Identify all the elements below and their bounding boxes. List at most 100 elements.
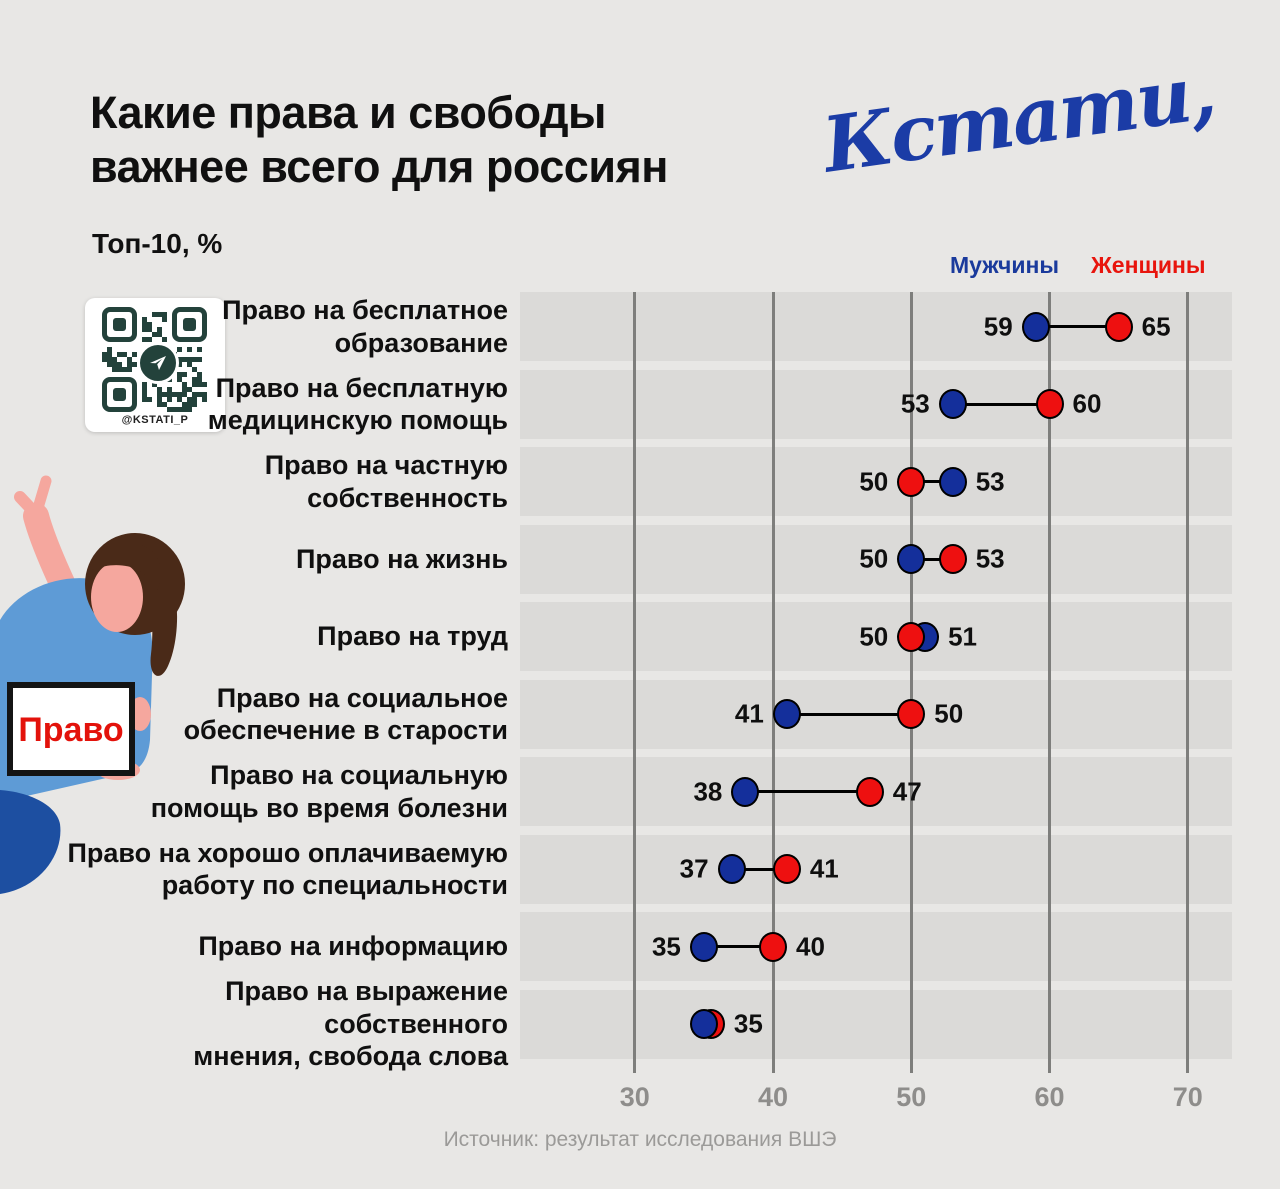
value-label: 35 [733,1008,763,1039]
qr-cell [157,312,162,317]
qr-cell [157,332,162,337]
value-label: 51 [948,621,977,651]
men-dot [938,466,967,497]
qr-cell [192,367,197,372]
qr-cell [167,397,172,402]
value-label: 53 [975,543,1005,574]
category-label: Право на хорошо оплачиваемую работу по с… [67,837,508,900]
qr-cell [187,357,192,362]
page-title: Какие права и свободы важнее всего для р… [90,87,668,192]
qr-cell [132,352,137,357]
qr-cell [112,362,117,367]
qr-cell [147,322,152,327]
value-label: 65 [1141,311,1171,341]
row-band: 35 40 [520,912,1232,981]
qr-cell [202,392,207,397]
women-dot [1035,389,1064,419]
men-dot [689,931,718,962]
qr-cell [187,402,192,407]
qr-cell [102,357,107,362]
row-band: 50 53 [520,524,1232,594]
category-label: Право на социальное обеспечение в старос… [183,682,508,745]
men-dot [717,854,746,884]
qr-cell [197,372,202,377]
qr-cell [122,367,127,372]
qr-cell [177,372,182,377]
chart-legend: Мужчины Женщины [950,252,1206,279]
row-band: 53 60 [520,369,1232,439]
qr-cell [177,397,182,402]
qr-cell [147,337,152,342]
men-dot [938,389,967,419]
value-label: 47 [892,776,922,806]
dumbbell-line [911,557,953,561]
qr-cell [187,407,192,412]
legend-men-label: Мужчины [950,252,1059,278]
qr-cell [107,352,112,357]
qr-cell [182,402,187,407]
row-band: 35 [520,989,1232,1059]
axis-tick-label: 70 [1172,1082,1203,1112]
qr-cell [192,397,197,402]
qr-cell [147,397,152,402]
category-label: Право на социальную помощь во время боле… [150,760,508,823]
men-dot [1021,311,1050,342]
women-dot [897,466,926,497]
qr-cell [197,347,202,352]
qr-cell [157,397,162,402]
qr-finder [102,377,137,412]
sign-text: Право [18,711,123,749]
qr-cell [172,407,177,412]
value-label: 50 [859,621,889,651]
qr-cell [117,352,122,357]
qr-cell [167,392,172,397]
qr-cell [182,392,187,397]
dumbbell-line [952,402,1050,406]
men-dot [772,699,801,729]
dumbbell-line [745,790,870,793]
dumbbell-line [1035,325,1119,328]
value-label: 38 [693,776,723,806]
skirt [0,790,61,894]
value-label: 41 [809,853,839,884]
qr-cell [102,352,107,357]
qr-cell [192,392,197,397]
qr-handle-label: @KSTATI_P [121,414,189,426]
qr-cell [177,357,182,362]
gridline [1048,292,1051,1073]
qr-cell [127,357,132,362]
face [91,562,143,632]
qr-cell [172,392,177,397]
qr-cell [197,357,202,362]
qr-cell [162,317,167,322]
qr-cell [147,327,152,332]
sign-board [7,682,135,776]
gridline [1186,292,1190,1073]
qr-cell [152,312,157,317]
qr-cell [107,362,112,367]
value-label: 50 [859,543,889,574]
qr-code [102,307,207,412]
qr-cell [162,312,167,317]
value-label: 35 [651,931,681,961]
qr-cell [157,402,162,407]
qr-finder [172,307,207,342]
qr-cell [197,392,202,397]
axis-tick-label: 40 [757,1082,789,1112]
qr-cell [107,357,112,362]
axis-tick-label: 30 [619,1082,650,1112]
finger [14,491,42,520]
finger [32,475,52,514]
category-labels: Право на бесплатное образование Право на … [50,292,508,1071]
value-label: 60 [1072,388,1102,419]
qr-cell [142,322,147,327]
women-dot [1104,311,1133,342]
value-label: 59 [983,311,1013,341]
category-label: Право на жизнь [295,543,508,574]
qr-cell [182,407,187,412]
value-label: 37 [679,853,709,884]
qr-cell [117,362,122,367]
qr-cell [182,372,187,377]
gridline [771,292,775,1073]
